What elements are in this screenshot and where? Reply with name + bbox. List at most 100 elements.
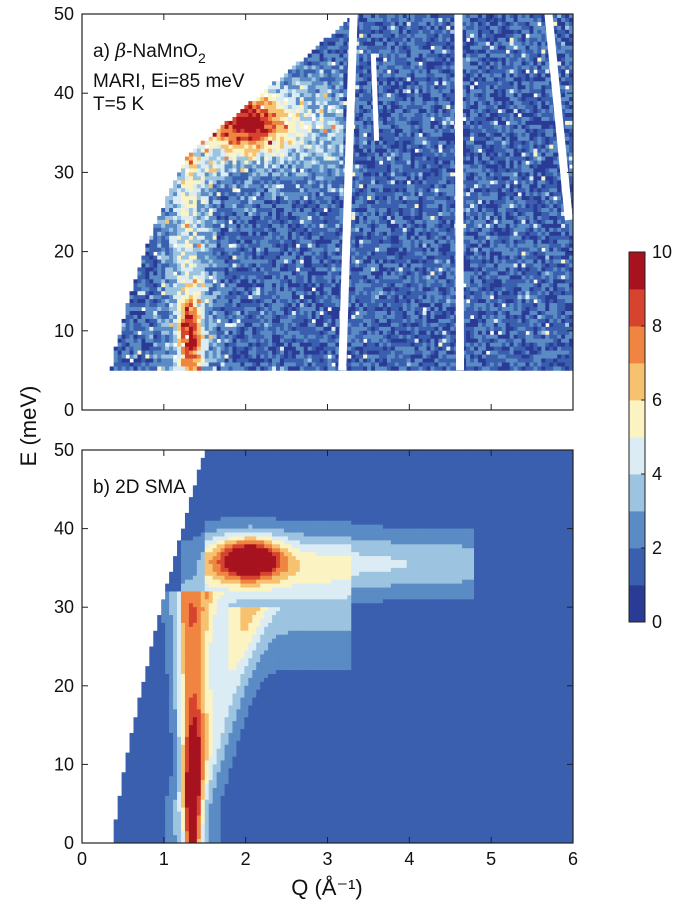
panel-a-cell xyxy=(382,164,388,169)
panel-a-cell xyxy=(232,168,237,173)
panel-a-cell xyxy=(422,25,427,31)
panel-a-cell xyxy=(287,109,293,114)
panel-a-cell xyxy=(339,109,344,114)
panel-a-cell xyxy=(351,215,356,221)
panel-a-cell xyxy=(339,132,344,138)
panel-a-cell xyxy=(173,200,178,205)
panel-a-cell xyxy=(208,192,214,197)
panel-a-cell xyxy=(244,200,249,205)
panel-a-cell xyxy=(501,184,507,189)
panel-a-cell xyxy=(359,29,364,35)
panel-a-cell xyxy=(335,128,340,134)
panel-a-cell xyxy=(545,192,550,197)
panel-a-cell xyxy=(398,176,404,181)
panel-a-cell xyxy=(466,73,471,78)
panel-a-cell xyxy=(311,57,316,62)
panel-a-cell xyxy=(529,200,534,205)
panel-a-cell xyxy=(283,200,289,205)
panel-a-cell xyxy=(173,215,178,221)
panel-a-cell xyxy=(557,219,562,225)
panel-a-cell xyxy=(557,57,562,62)
panel-a-cell xyxy=(426,109,431,114)
panel-a-cell xyxy=(477,219,483,225)
panel-a-cell xyxy=(291,73,297,78)
panel-a-cell xyxy=(355,29,360,35)
panel-a-cell xyxy=(244,105,249,110)
panel-a-cell xyxy=(529,25,534,31)
panel-a-cell xyxy=(533,77,538,82)
panel-a-cell xyxy=(359,57,364,62)
panel-a-cell xyxy=(276,239,281,245)
panel-a-cell xyxy=(323,204,328,209)
panel-a-cell xyxy=(521,61,526,66)
panel-a-cell xyxy=(232,180,237,185)
panel-a-cell xyxy=(272,101,277,106)
panel-a-cell xyxy=(398,239,404,245)
panel-a-cell xyxy=(462,200,467,205)
panel-a-cell xyxy=(466,164,471,169)
panel-a-cell xyxy=(327,180,332,185)
panel-a-cell xyxy=(394,53,400,58)
panel-a-cell xyxy=(375,37,380,43)
panel-a-cell xyxy=(422,164,427,169)
panel-a-cell xyxy=(509,97,514,102)
panel-a-cell xyxy=(442,231,447,237)
panel-a-cell xyxy=(240,140,245,146)
panel-a-cell xyxy=(418,156,423,161)
panel-a-cell xyxy=(276,148,281,153)
panel-a-cell xyxy=(553,124,558,130)
panel-a-cell xyxy=(406,21,411,27)
panel-a-cell xyxy=(378,57,384,62)
panel-a-cell xyxy=(533,212,538,217)
panel-a-cell xyxy=(549,160,554,165)
panel-a-cell xyxy=(545,239,550,245)
panel-a-cell xyxy=(438,180,443,185)
panel-a-cell xyxy=(307,105,313,110)
panel-a-cell xyxy=(287,105,293,110)
panel-a-cell xyxy=(406,239,411,245)
panel-a-cell xyxy=(386,65,392,70)
panel-a-cell xyxy=(236,239,241,245)
panel-a-cell xyxy=(525,105,530,110)
panel-a-cell xyxy=(367,132,372,138)
panel-a-cell xyxy=(363,14,368,19)
panel-a-cell xyxy=(477,109,483,114)
panel-a-cell xyxy=(470,196,475,201)
panel-a-cell xyxy=(477,14,483,19)
panel-a-cell xyxy=(224,200,229,205)
panel-a-cell xyxy=(343,25,348,31)
panel-a-cell xyxy=(236,223,241,229)
panel-a-cell xyxy=(541,57,546,62)
panel-a-cell xyxy=(569,132,574,138)
panel-a-cell xyxy=(474,204,479,209)
panel-a-cell xyxy=(394,235,400,241)
panel-a-cell xyxy=(474,136,479,142)
panel-a-cell xyxy=(343,53,348,58)
panel-a-cell xyxy=(414,204,419,209)
panel-a-cell xyxy=(367,17,372,23)
panel-a-cell xyxy=(569,144,574,149)
panel-a-cell xyxy=(422,144,427,149)
panel-a-cell xyxy=(355,132,360,138)
panel-a-cell xyxy=(378,49,384,54)
panel-a-cell xyxy=(375,49,380,54)
panel-a-cell xyxy=(208,219,214,225)
panel-a-cell xyxy=(291,204,297,209)
panel-a-cell xyxy=(252,109,257,114)
panel-a-cell xyxy=(565,53,570,58)
panel-a-cell xyxy=(402,239,408,245)
panel-a-cell xyxy=(477,53,483,58)
panel-a-cell xyxy=(323,97,328,102)
panel-a-cell xyxy=(418,239,423,245)
panel-a-cell xyxy=(244,152,249,157)
panel-a-cell xyxy=(430,200,435,205)
panel-a-cell xyxy=(299,73,305,78)
panel-a-cell xyxy=(394,148,400,153)
panel-a-cell xyxy=(430,65,435,70)
panel-a-cell xyxy=(541,69,546,74)
panel-a-cell xyxy=(438,160,443,165)
panel-a-cell xyxy=(339,128,344,134)
panel-a-cell xyxy=(268,120,273,126)
panel-a-cell xyxy=(386,188,392,193)
panel-a-cell xyxy=(339,124,344,130)
